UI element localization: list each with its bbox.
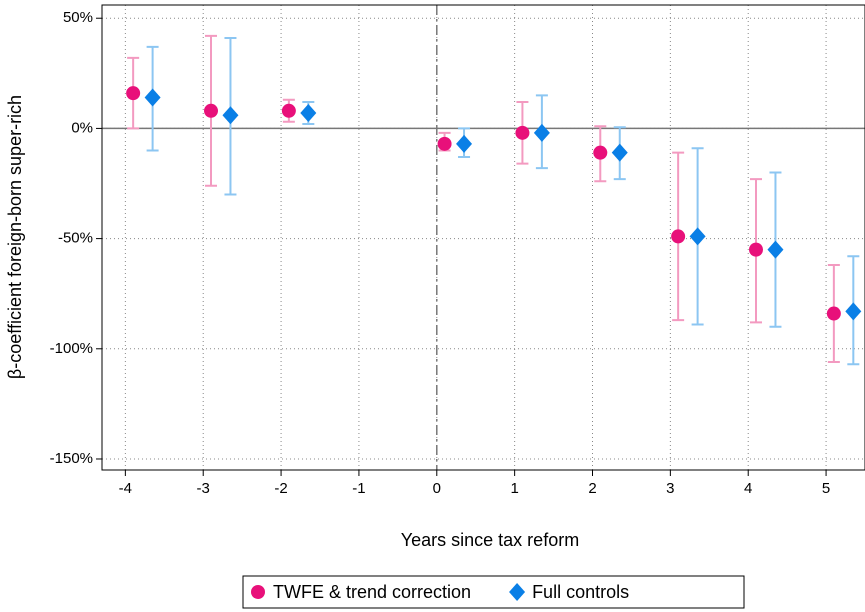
point [515,125,530,140]
y-tick-label: 0% [71,119,93,136]
point [593,145,608,160]
point [826,306,841,321]
x-tick-label: -4 [119,480,132,497]
plot-frame [101,4,865,471]
point [767,240,784,259]
point [204,103,218,118]
legend-text: Full controls [532,582,629,602]
x-axis-title: Years since tax reform [401,530,579,550]
point [671,229,686,244]
y-tick-label: -50% [58,230,93,247]
x-tick-label: 5 [822,480,830,497]
point [611,143,628,162]
y-tick-label: -150% [50,450,93,467]
y-axis-title: β-coefficient foreign-born super-rich [5,95,25,379]
x-tick-label: 3 [666,480,674,497]
x-tick-label: 0 [433,480,441,497]
point [126,86,141,101]
x-tick-label: 4 [744,480,752,497]
point [533,123,550,142]
legend-box [242,575,745,609]
x-tick-label: -3 [197,480,210,497]
point [456,134,473,153]
point [689,227,706,246]
legend-text: TWFE & trend correction [273,582,471,602]
point [845,302,862,321]
point [437,136,452,151]
x-tick-label: -1 [352,480,365,497]
x-tick-label: 2 [588,480,596,497]
y-tick-label: 50% [63,9,93,26]
point [222,106,239,125]
legend-marker [509,583,526,601]
x-tick-label: -2 [274,480,287,497]
point [144,88,161,107]
x-tick-label: 1 [510,480,518,497]
point [749,242,763,257]
legend-marker [251,585,265,599]
point [281,103,296,118]
y-tick-label: -100% [50,340,93,357]
point [300,103,317,122]
